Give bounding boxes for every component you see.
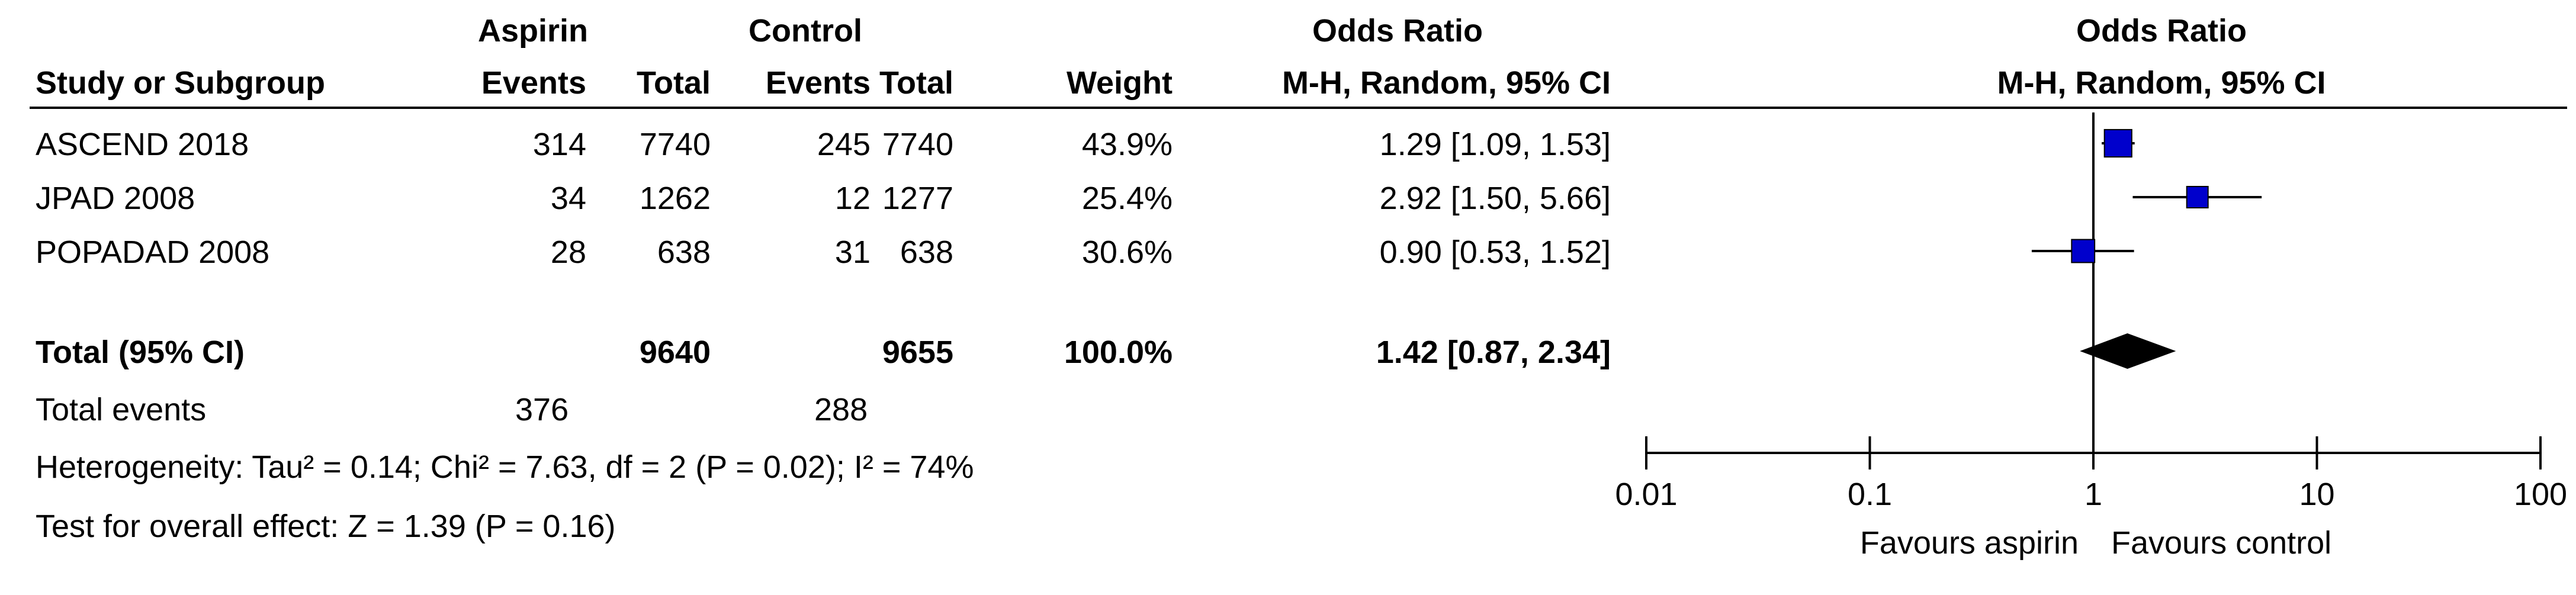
group1-total: 638 — [657, 234, 711, 270]
group1-total: 1262 — [639, 181, 711, 216]
group2-total-sum: 9655 — [882, 335, 953, 370]
group1-total-header: Total — [637, 65, 711, 101]
pooled-diamond — [2080, 333, 2176, 369]
plot-effect-title: Odds Ratio — [2076, 13, 2247, 49]
study-name: ASCEND 2018 — [36, 127, 249, 162]
group1-total-sum: 9640 — [639, 335, 711, 370]
total-ci: 1.42 [0.87, 2.34] — [1376, 335, 1611, 370]
overall-effect-stats: Test for overall effect: Z = 1.39 (P = 0… — [36, 509, 616, 544]
group2-events: 12 — [834, 181, 871, 216]
x-tick-label: 1 — [2084, 477, 2102, 512]
header-rule — [30, 107, 2567, 109]
x-tick-label: 10 — [2299, 477, 2334, 512]
group2-events: 31 — [834, 234, 871, 270]
study-name: JPAD 2008 — [36, 181, 195, 216]
group1-total-events: 376 — [515, 392, 569, 427]
plot-marks — [2031, 128, 2262, 369]
group2-events: 245 — [817, 127, 871, 162]
favours-right-label: Favours control — [2111, 525, 2331, 561]
study-point-marker — [2071, 239, 2096, 263]
study-column-header: Study or Subgroup — [36, 65, 325, 101]
x-tick-label: 0.1 — [1848, 477, 1892, 512]
group2-total-events: 288 — [814, 392, 868, 427]
study-ci: 0.90 [0.53, 1.52] — [1379, 234, 1611, 270]
group2-total: 638 — [900, 234, 953, 270]
study-ci: 1.29 [1.09, 1.53] — [1379, 127, 1611, 162]
study-name: POPADAD 2008 — [36, 234, 270, 270]
study-weight: 30.6% — [1081, 234, 1173, 270]
x-tick-label: 0.01 — [1615, 477, 1677, 512]
total-label: Total (95% CI) — [36, 335, 245, 370]
study-weight: 25.4% — [1081, 181, 1173, 216]
x-axis-ticks: 0.01 0.1 1 10 100 — [1615, 436, 2567, 512]
group1-events: 314 — [532, 127, 586, 162]
group2-header: Control — [749, 13, 862, 49]
study-point-marker — [2186, 186, 2209, 208]
group1-events: 34 — [550, 181, 586, 216]
heterogeneity-stats: Heterogeneity: Tau² = 0.14; Chi² = 7.63,… — [36, 449, 974, 485]
group1-total: 7740 — [639, 127, 711, 162]
group1-events-header: Events — [481, 65, 586, 101]
total-weight: 100.0% — [1064, 335, 1173, 370]
total-events-label: Total events — [36, 392, 207, 427]
group2-events-header: Events — [765, 65, 871, 101]
group2-total: 7740 — [882, 127, 953, 162]
study-ci: 2.92 [1.50, 5.66] — [1379, 181, 1611, 216]
plot-method-header: M-H, Random, 95% CI — [1997, 65, 2326, 101]
study-weight: 43.9% — [1081, 127, 1173, 162]
weight-header: Weight — [1067, 65, 1173, 101]
favours-left-label: Favours aspirin — [1860, 525, 2079, 561]
x-tick-label: 100 — [2514, 477, 2567, 512]
group2-total: 1277 — [882, 181, 953, 216]
table-effect-title: Odds Ratio — [1312, 13, 1483, 49]
group1-header: Aspirin — [477, 13, 589, 49]
study-point-marker — [2103, 128, 2132, 158]
group2-total-header: Total — [879, 65, 953, 101]
group1-events: 28 — [550, 234, 586, 270]
method-header: M-H, Random, 95% CI — [1281, 65, 1611, 101]
